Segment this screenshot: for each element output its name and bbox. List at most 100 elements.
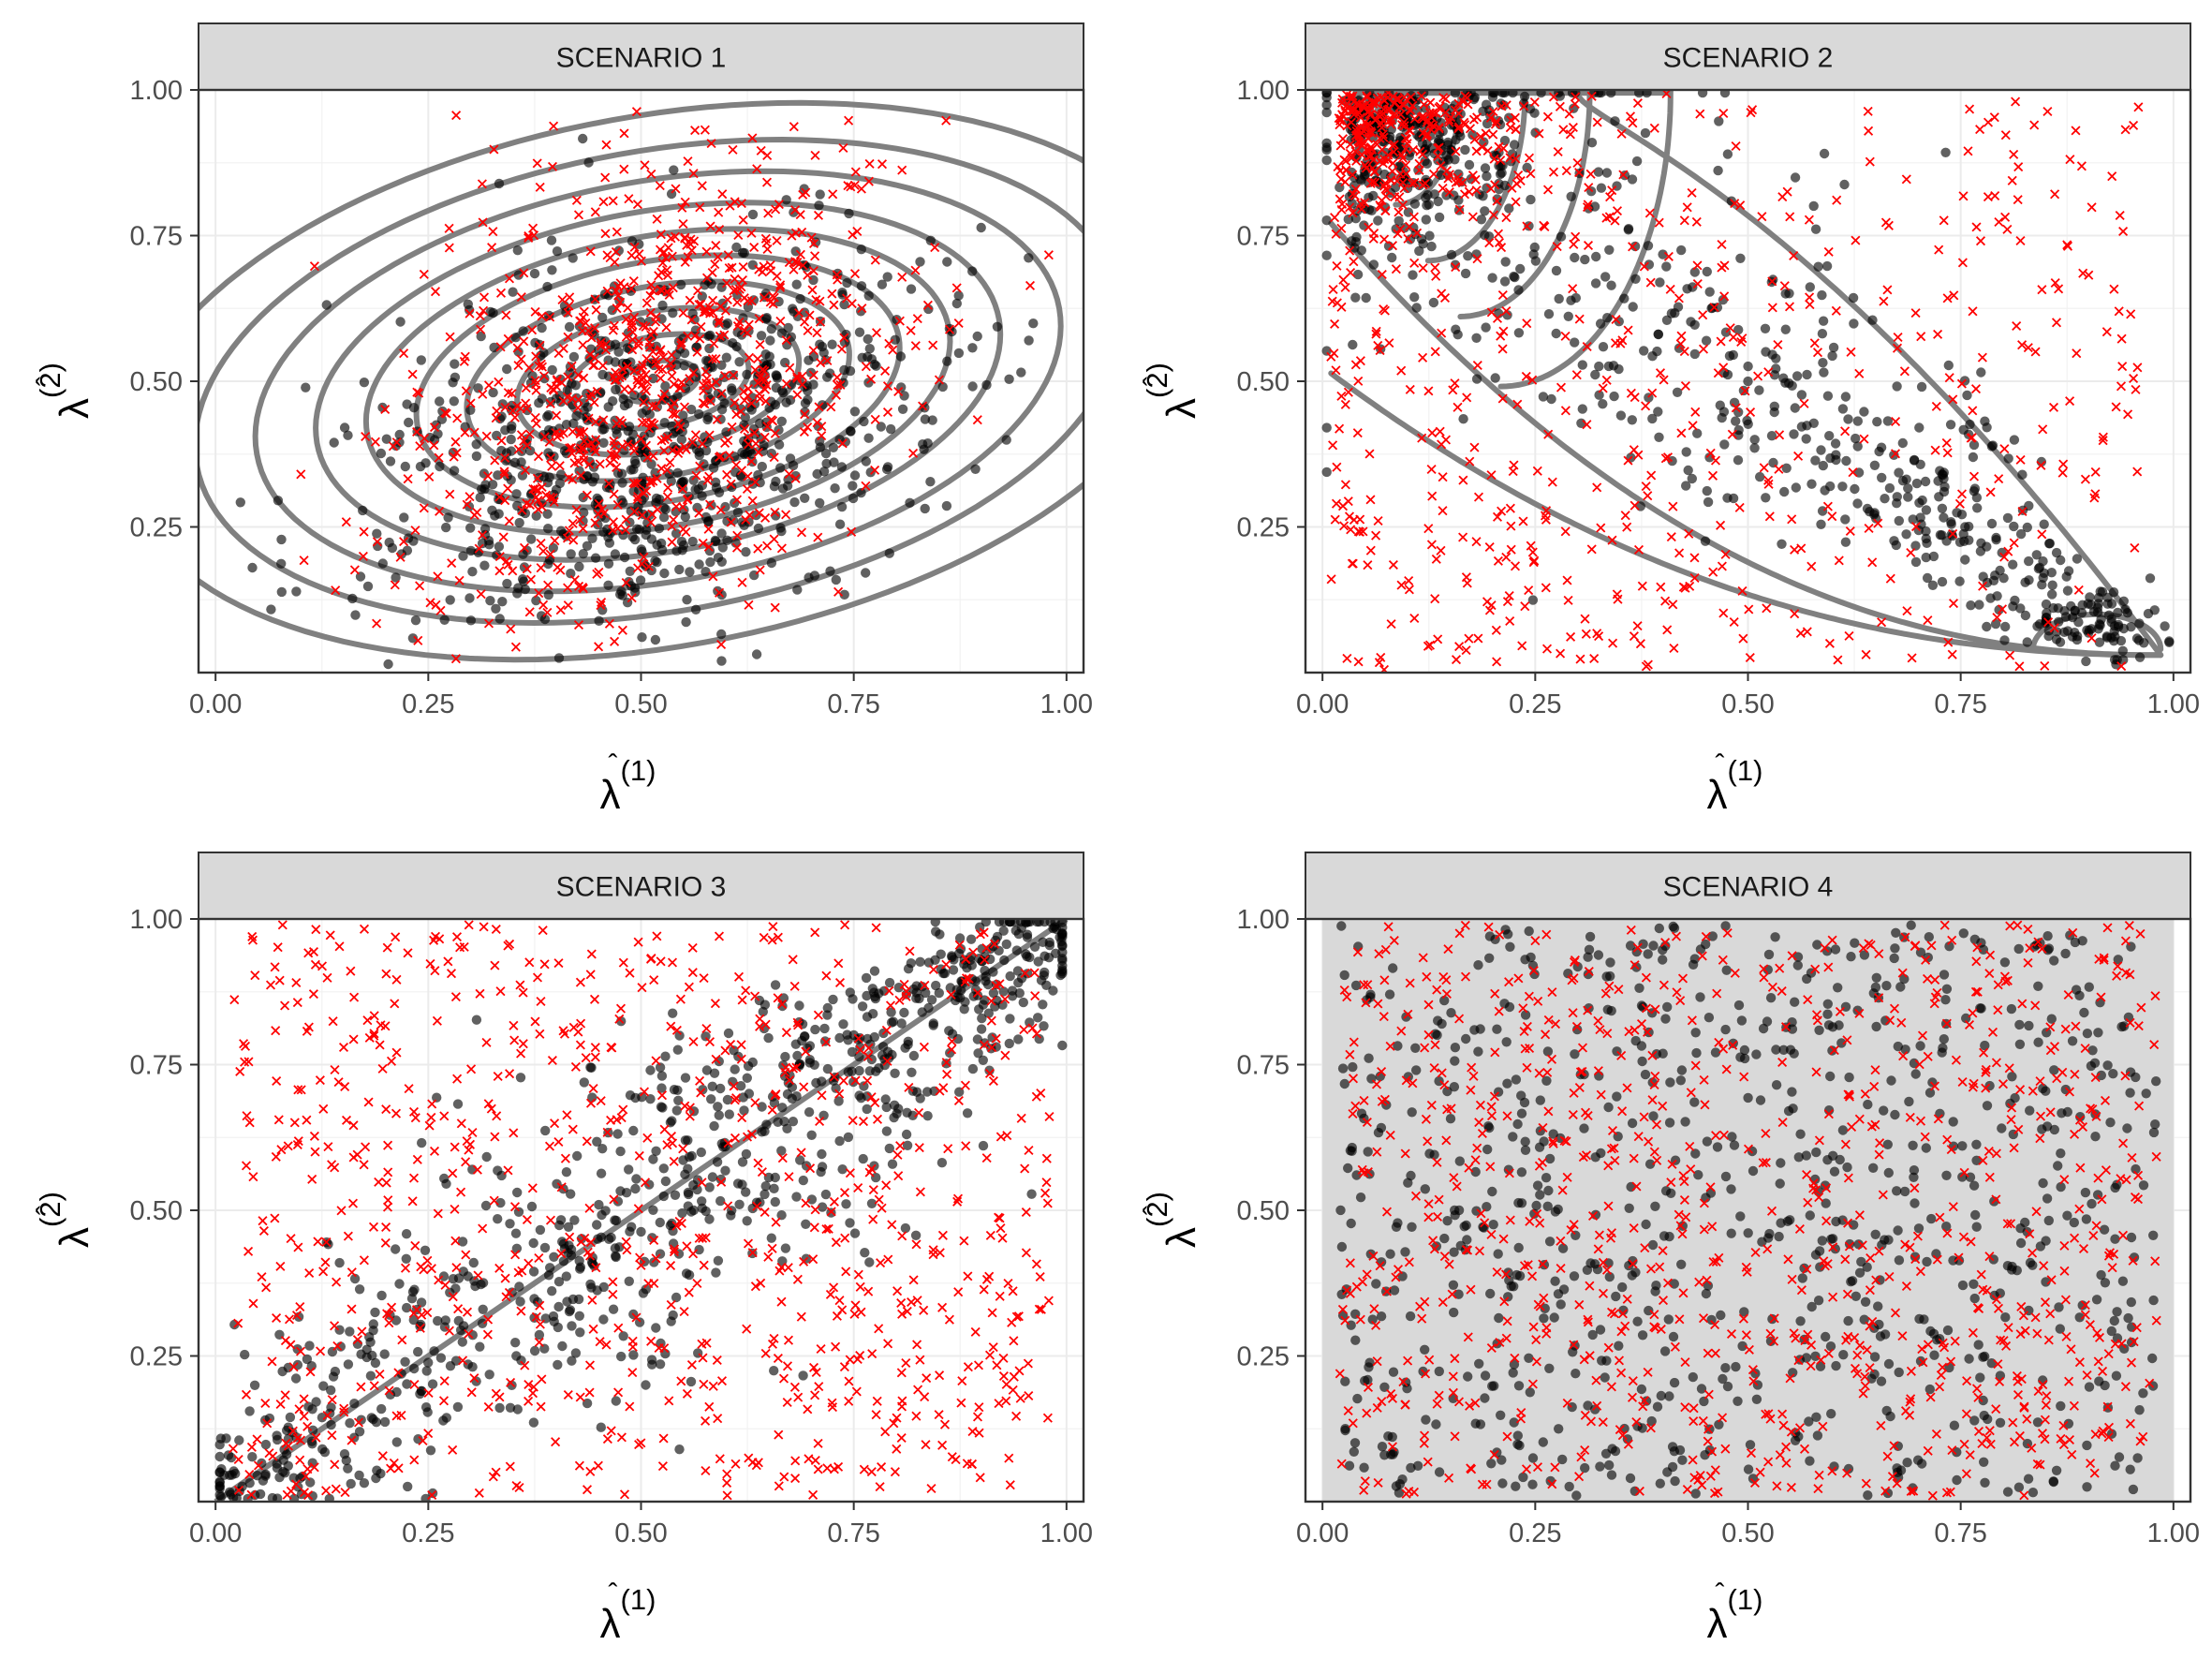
data-point xyxy=(1509,140,1520,150)
data-point xyxy=(760,375,771,386)
data-point xyxy=(755,373,765,383)
data-point xyxy=(1676,244,1687,256)
data-point xyxy=(906,284,917,294)
data-point xyxy=(1009,1336,1019,1346)
data-point xyxy=(980,1038,990,1048)
data-point xyxy=(456,1118,466,1129)
data-point xyxy=(2087,202,2097,213)
data-point xyxy=(858,1153,868,1164)
data-point xyxy=(966,934,977,944)
data-point xyxy=(1845,526,1855,537)
data-point xyxy=(1586,138,1598,148)
data-point xyxy=(738,1092,748,1103)
data-point xyxy=(774,439,785,450)
data-point xyxy=(1818,358,1828,368)
data-point xyxy=(672,1085,683,1096)
data-point xyxy=(715,331,725,341)
data-point xyxy=(575,1327,585,1338)
data-point xyxy=(630,1183,641,1194)
data-point xyxy=(415,461,426,472)
data-point xyxy=(596,1096,606,1106)
data-point xyxy=(1483,231,1495,242)
data-point xyxy=(1703,496,1714,508)
data-point xyxy=(590,294,600,304)
data-point xyxy=(834,1089,845,1099)
data-point xyxy=(543,580,553,590)
data-point xyxy=(1720,549,1731,559)
data-point xyxy=(893,386,904,397)
data-point xyxy=(948,965,959,975)
data-point xyxy=(330,1459,340,1470)
data-point xyxy=(1004,1453,1014,1463)
data-point xyxy=(1415,146,1425,156)
data-point xyxy=(1775,430,1785,440)
data-point xyxy=(972,331,982,342)
data-point xyxy=(1610,116,1620,126)
data-point xyxy=(494,509,504,519)
data-point xyxy=(963,1271,973,1281)
data-point xyxy=(1054,932,1065,942)
data-point xyxy=(377,558,388,569)
data-point xyxy=(676,337,686,348)
data-point xyxy=(528,1237,538,1249)
data-point xyxy=(967,266,978,276)
data-point xyxy=(865,1039,876,1050)
data-point xyxy=(774,1481,784,1491)
data-point xyxy=(1684,528,1694,539)
data-point xyxy=(1954,576,1965,586)
data-point xyxy=(1730,199,1740,209)
data-point xyxy=(602,286,612,296)
data-point xyxy=(868,1214,878,1224)
data-point xyxy=(1681,481,1691,491)
data-point xyxy=(623,362,633,372)
data-point xyxy=(974,1004,984,1015)
data-point xyxy=(552,375,562,385)
data-point xyxy=(2062,241,2073,251)
data-point xyxy=(1013,928,1025,940)
data-point xyxy=(2042,106,2053,117)
data-point xyxy=(1408,144,1419,155)
data-point xyxy=(2022,637,2032,647)
data-point xyxy=(1543,309,1555,319)
data-point xyxy=(590,1052,600,1062)
data-point xyxy=(821,458,832,469)
y-axis-superscript: (2) xyxy=(34,363,66,398)
data-point xyxy=(339,1449,350,1459)
data-point xyxy=(763,1032,774,1044)
data-point xyxy=(2002,224,2013,234)
data-point xyxy=(2120,125,2131,135)
data-point xyxy=(1568,122,1578,133)
data-point xyxy=(954,940,965,950)
data-point xyxy=(512,1187,523,1198)
data-point xyxy=(942,356,952,366)
data-point xyxy=(601,140,612,150)
data-point xyxy=(1787,380,1797,391)
data-point xyxy=(476,331,486,342)
data-point xyxy=(1513,328,1525,338)
data-point xyxy=(641,321,651,332)
data-point xyxy=(1484,541,1495,553)
data-point xyxy=(663,482,673,493)
data-point xyxy=(896,1432,907,1444)
data-point xyxy=(702,437,713,448)
data-point xyxy=(2031,550,2042,560)
contour-line xyxy=(199,99,1084,663)
data-point xyxy=(550,1118,560,1129)
data-point xyxy=(326,1419,336,1430)
data-point xyxy=(638,360,648,370)
data-point xyxy=(450,1142,460,1152)
data-point xyxy=(574,1460,584,1471)
data-point xyxy=(1522,162,1532,173)
data-point xyxy=(590,323,600,333)
data-point xyxy=(481,1151,492,1163)
data-point xyxy=(575,977,585,987)
data-point xyxy=(696,1088,706,1098)
data-point xyxy=(1818,460,1829,471)
data-point xyxy=(734,1199,745,1210)
data-point xyxy=(1552,242,1562,252)
data-point xyxy=(2008,559,2018,570)
data-point xyxy=(1465,124,1476,134)
data-point xyxy=(731,409,742,420)
data-point xyxy=(736,407,746,417)
data-point xyxy=(537,311,547,321)
